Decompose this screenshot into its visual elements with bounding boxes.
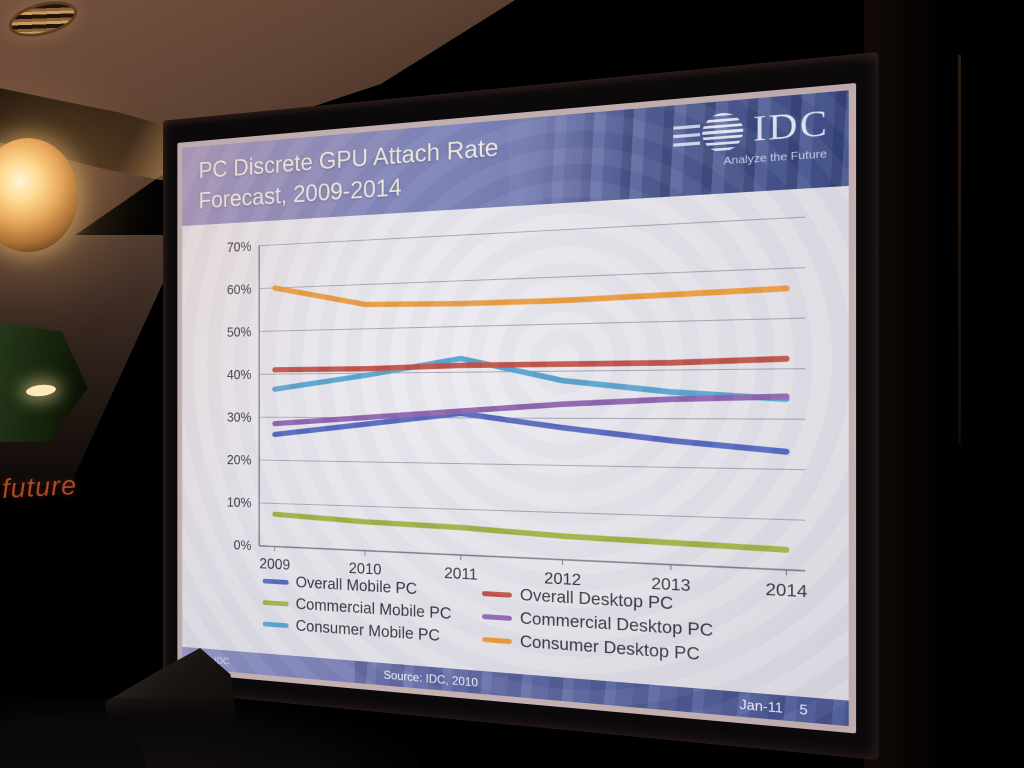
chart-area: 0% 10% 20% 30% 40% 50% 60% 70% 2009 2010 2011 2012 2… — [182, 186, 849, 701]
x-axis-line — [259, 546, 805, 571]
legend-swatch-icon — [262, 621, 289, 629]
legend-column: Overall Desktop PC Commercial Desktop PC C… — [482, 584, 713, 666]
x-tick-label: 2013 — [651, 574, 690, 595]
grid-line — [259, 318, 805, 331]
y-tick-label: 10% — [227, 495, 252, 510]
presentation-slide: PC Discrete GPU Attach Rate Forecast, 20… — [177, 82, 857, 734]
legend-swatch-icon — [482, 637, 512, 645]
slide-title: PC Discrete GPU Attach Rate Forecast, 20… — [199, 132, 499, 216]
x-tick-label: 2012 — [544, 569, 581, 589]
series-line — [275, 514, 787, 550]
x-tick-label: 2009 — [259, 555, 290, 573]
legend-swatch-icon — [262, 600, 289, 607]
y-tick-label: 60% — [227, 282, 252, 298]
footer-page-number: 5 — [799, 701, 808, 718]
legend-column: Overall Mobile PC Commercial Mobile PC Con… — [262, 572, 482, 649]
gpu-attach-rate-chart: 0% 10% 20% 30% 40% 50% 60% 70% 2009 2010 2011 2012 2… — [227, 200, 832, 602]
y-tick-label: 70% — [227, 239, 252, 255]
y-tick-label: 50% — [227, 324, 252, 339]
projection-screen-bezel: PC Discrete GPU Attach Rate Forecast, 20… — [162, 51, 879, 761]
idc-logo: IDC Analyze the Future — [702, 103, 830, 169]
future-sign-text: future — [1, 470, 78, 504]
wall-seam — [958, 55, 961, 445]
x-tick-label: 2011 — [444, 564, 478, 584]
series-line — [275, 268, 787, 309]
legend-swatch-icon — [482, 614, 512, 621]
grid-line — [259, 217, 805, 246]
x-tick-label: 2010 — [349, 560, 382, 579]
x-tick-label: 2014 — [766, 580, 808, 602]
y-tick-label: 20% — [227, 452, 252, 467]
y-tick-label: 0% — [234, 538, 252, 554]
idc-globe-icon — [702, 111, 744, 154]
idc-wordmark: IDC — [752, 103, 830, 150]
chandelier-light — [0, 138, 78, 252]
grid-line — [259, 460, 805, 470]
legend-swatch-icon — [262, 578, 289, 585]
y-tick-label: 30% — [227, 410, 252, 425]
right-wall — [864, 0, 1024, 768]
legend-swatch-icon — [482, 591, 512, 598]
grid-line — [259, 268, 805, 289]
y-tick-label: 40% — [227, 367, 252, 382]
series-line — [275, 359, 787, 370]
